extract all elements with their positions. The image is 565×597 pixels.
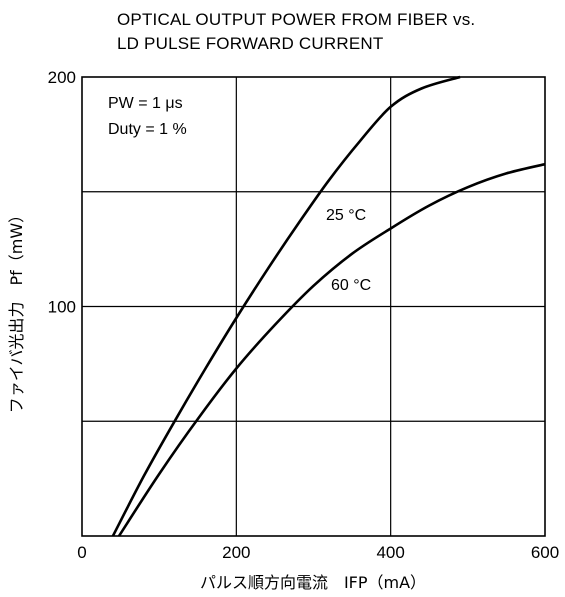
x-tick-label-600: 600 bbox=[531, 543, 559, 562]
chart-title-line-2: LD PULSE FORWARD CURRENT bbox=[117, 34, 384, 53]
x-axis-label: パルス順方向電流 IFP（mA） bbox=[200, 573, 426, 592]
chart-title-line-1: OPTICAL OUTPUT POWER FROM FIBER vs. bbox=[117, 10, 476, 29]
y-tick-label-100: 100 bbox=[48, 298, 76, 317]
series-label-60c: 60 °C bbox=[331, 277, 371, 294]
condition-pw: PW = 1 μs bbox=[108, 95, 183, 112]
series-lines bbox=[111, 75, 546, 537]
condition-duty: Duty = 1 % bbox=[108, 121, 187, 138]
y-tick-label-200: 200 bbox=[48, 68, 76, 87]
series-label-25c: 25 °C bbox=[326, 207, 366, 224]
series-line-0 bbox=[111, 75, 461, 537]
tick-labels: 0 200 400 600 100 200 bbox=[48, 68, 560, 562]
y-axis-label: ファイバ光出力 Pf（mW） bbox=[7, 207, 26, 413]
x-tick-label-0: 0 bbox=[77, 543, 86, 562]
x-tick-label-400: 400 bbox=[376, 543, 404, 562]
plot-frame bbox=[81, 76, 546, 537]
x-tick-label-200: 200 bbox=[222, 543, 250, 562]
series-line-1 bbox=[117, 162, 546, 537]
grid-lines bbox=[82, 77, 545, 536]
